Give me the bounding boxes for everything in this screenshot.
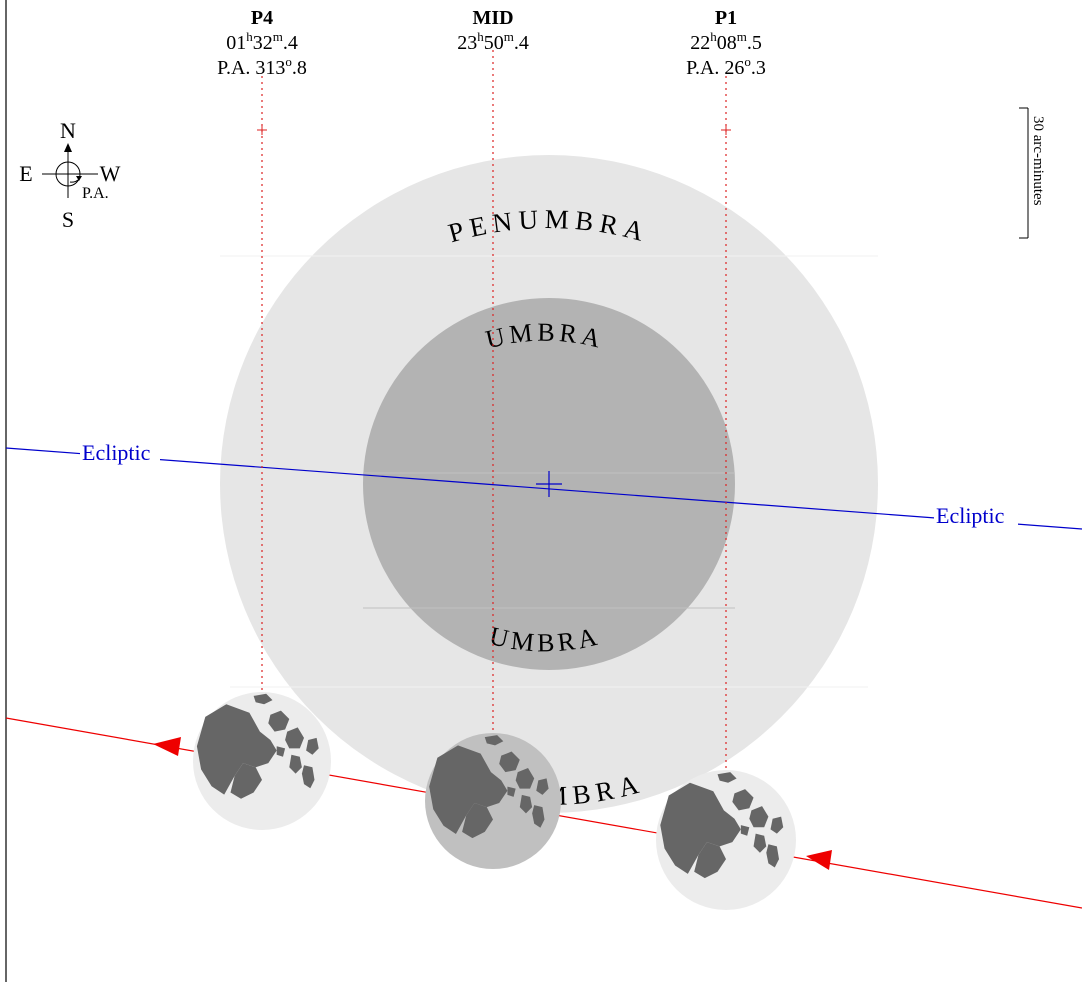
contact-p1-label: P1	[715, 7, 737, 29]
ecliptic-line	[5, 447, 1082, 530]
moon-p4	[193, 692, 331, 830]
scale-bar	[1019, 107, 1029, 239]
moon-mid	[425, 733, 561, 869]
marker-p1	[721, 125, 731, 135]
contact-p4: P4 01h32m.4 P.A. 313o.8	[217, 7, 307, 79]
contact-p4-pa: P.A. 313o.8	[217, 54, 307, 79]
ecliptic-label-bg-right	[934, 504, 1018, 528]
compass-pa-arrowhead	[76, 176, 82, 181]
moon-path-arrow-left	[153, 737, 181, 756]
compass-north: N	[60, 118, 76, 143]
ecliptic-label-left: Ecliptic	[82, 440, 151, 465]
compass-ring	[55, 161, 81, 187]
contact-p1-pa: P.A. 26o.3	[686, 54, 766, 79]
contact-p4-label: P4	[251, 7, 273, 29]
compass-pa-label: P.A.	[82, 185, 109, 202]
contact-mid-time: 23h50m.4	[457, 29, 529, 54]
moon-p1	[656, 770, 796, 910]
compass-south: S	[62, 207, 74, 232]
contact-mid-label: MID	[472, 7, 513, 29]
ecliptic-label-right: Ecliptic	[936, 503, 1005, 528]
compass-west: W	[100, 161, 121, 186]
contact-p1-time: 22h08m.5	[690, 29, 762, 54]
compass-east: E	[19, 161, 32, 186]
contact-p4-time: 01h32m.4	[226, 29, 298, 54]
compass: N S E W P.A.	[19, 118, 120, 232]
scale-label: 30 arc-minutes	[1030, 116, 1046, 206]
ecliptic-label-bg-left	[80, 441, 160, 465]
contact-p1: P1 22h08m.5 P.A. 26o.3	[686, 7, 766, 79]
compass-north-arrow	[64, 143, 72, 152]
moon-path-arrow-right	[806, 850, 832, 870]
contact-mid: MID 23h50m.4	[457, 7, 529, 54]
marker-p4	[257, 125, 267, 135]
